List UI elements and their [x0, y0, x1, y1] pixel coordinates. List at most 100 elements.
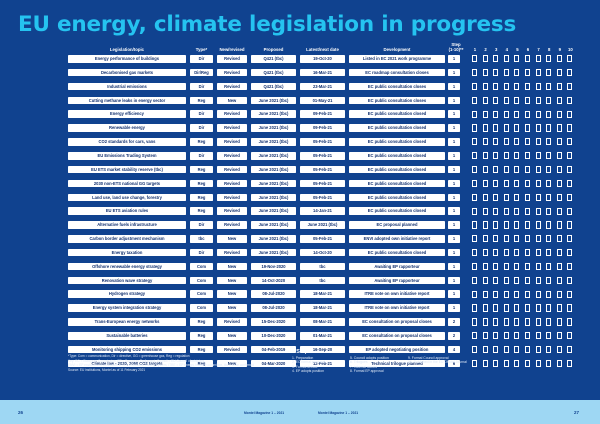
step-progress-box	[546, 221, 552, 229]
step-progress-box	[567, 235, 573, 243]
table-row: Climate law - 2030, 2050 CO2 targets Reg N…	[68, 359, 584, 369]
header-type: Type*	[195, 47, 208, 52]
step-progress-box	[472, 290, 477, 298]
step-progress-box	[472, 276, 477, 284]
development-cell: EC public consultation closed	[349, 110, 445, 118]
step-progress-box	[493, 262, 499, 271]
step-progress-box	[493, 96, 499, 104]
step-progress-box	[525, 69, 530, 77]
latest-cell: 14-Oct-20	[300, 248, 345, 257]
step-progress-box	[525, 304, 530, 312]
status-cell: Revised	[217, 179, 247, 188]
step-progress-box	[556, 82, 562, 91]
step-progress-box	[546, 69, 552, 77]
topic-cell: EU ETS aviation rules	[68, 207, 186, 215]
step-progress-box	[556, 318, 562, 326]
step-progress-box	[514, 69, 520, 77]
step-cell: 1	[448, 96, 460, 105]
step-progress-box	[567, 138, 573, 146]
development-cell: EC public consultation closed	[349, 165, 445, 174]
step-progress-box	[556, 346, 562, 354]
step-progress-box	[472, 138, 477, 146]
status-cell: Revised	[217, 207, 247, 215]
step-item: 3. Formal debate	[292, 364, 318, 369]
step-progress-box	[514, 179, 520, 188]
publication-left: Montel Magazine 1 – 2021	[244, 411, 285, 415]
latest-cell: 18-Mar-21	[300, 290, 345, 299]
step-progress-box	[514, 332, 520, 340]
development-cell: EC consultation on proposal closes	[349, 318, 445, 326]
step-progress-box	[546, 165, 552, 174]
step-progress-box	[482, 96, 488, 104]
proposed-cell: June 2021 (tbc)	[251, 207, 296, 215]
proposed-cell: 08-Jul-2020	[251, 290, 296, 299]
step-progress-box	[493, 152, 499, 160]
development-cell: Technical trilogue planned	[349, 359, 445, 368]
steps-list: 1. Preparation 5. Council adopts position…	[292, 356, 512, 374]
step-item: 10. Published in the EU Official Journal	[408, 360, 467, 365]
latest-cell: tbc	[300, 276, 345, 285]
step-progress-box	[482, 82, 488, 91]
step-progress-box	[546, 318, 552, 326]
step-progress-box	[514, 290, 520, 298]
latest-cell: 12-Feb-21	[300, 359, 345, 368]
step-progress-box	[525, 82, 530, 91]
development-cell: EC consultation on proposal closes	[349, 332, 445, 340]
step-progress-box	[525, 262, 530, 271]
step-progress-box	[567, 165, 573, 174]
step-progress-box	[525, 96, 530, 104]
proposed-cell: June 2021 (tbc)	[251, 248, 296, 257]
step-progress-box	[535, 276, 541, 284]
step-progress-box	[514, 138, 520, 146]
step-progress-box	[567, 318, 573, 326]
development-cell: ITRE vote on own initiative report	[349, 290, 445, 299]
step-number-label: 8	[547, 47, 551, 52]
table-notes: *Type: Com = communication, Dir = direct…	[68, 354, 288, 372]
status-cell: New	[217, 235, 247, 243]
step-progress-box	[567, 152, 573, 160]
step-progress-box	[514, 110, 520, 118]
table-row: 2030 non-ETS national GG targets Reg Revis…	[68, 179, 584, 189]
header-topic: Legislation/topic	[109, 47, 145, 52]
step-progress-box	[493, 290, 499, 298]
topic-cell: Energy taxation	[68, 248, 186, 257]
development-cell: EC public consultation closed	[349, 124, 445, 132]
development-cell: Awaiting EP rapporteur	[349, 276, 445, 285]
step-progress-box	[546, 96, 552, 104]
proposed-cell: 15-Dec-2020	[251, 318, 296, 326]
step-progress-box	[567, 221, 573, 229]
proposed-cell: June 2021 (tbc)	[251, 193, 296, 202]
step-progress-box	[556, 96, 562, 104]
step-item: 8. Formal EP approval	[350, 369, 384, 374]
publication-right: Montel Magazine 1 – 2021	[318, 411, 359, 415]
step-progress-box	[482, 221, 488, 229]
step-progress-box	[503, 69, 509, 77]
step-progress-box	[525, 346, 530, 354]
step-progress-box	[556, 276, 562, 284]
table-row: Renovation wave strategy Com New 14-Oct-202…	[68, 276, 584, 286]
table-header: Legislation/topic Type* New/revised Prop…	[68, 33, 584, 55]
step-progress-box	[556, 332, 562, 340]
step-number-label: 3	[494, 47, 498, 52]
step-progress-box	[546, 249, 552, 257]
step-item: 2. EC formal proposal	[292, 360, 325, 365]
table-row: Land use, land use change, forestry Reg Re…	[68, 193, 584, 203]
type-cell: Com	[190, 276, 213, 285]
status-cell: Revised	[217, 82, 247, 91]
table-row: Monitoring shipping CO2 emissions Reg Revi…	[68, 345, 584, 355]
step-progress-box	[514, 193, 520, 201]
step-number-label: 7	[537, 47, 540, 52]
proposed-cell: 04-Feb-2019	[251, 345, 296, 354]
table-row: Energy taxation Dir Revised June 2021 (tbc)…	[68, 248, 584, 258]
step-progress-box	[503, 318, 509, 326]
proposed-cell: 19-Nov-2020	[251, 262, 296, 271]
step-progress-box	[514, 359, 520, 368]
step-progress-box	[503, 193, 509, 201]
table-row: EU ETS market stability reserve (tbc) Reg…	[68, 165, 584, 175]
topic-cell: Sustainable batteries	[68, 332, 186, 340]
type-cell: Dir	[190, 55, 213, 63]
type-cell: Reg	[190, 318, 213, 326]
topic-cell: Renovation wave strategy	[68, 276, 186, 285]
step-progress-box	[472, 221, 477, 229]
topic-cell: Land use, land use change, forestry	[68, 193, 186, 202]
